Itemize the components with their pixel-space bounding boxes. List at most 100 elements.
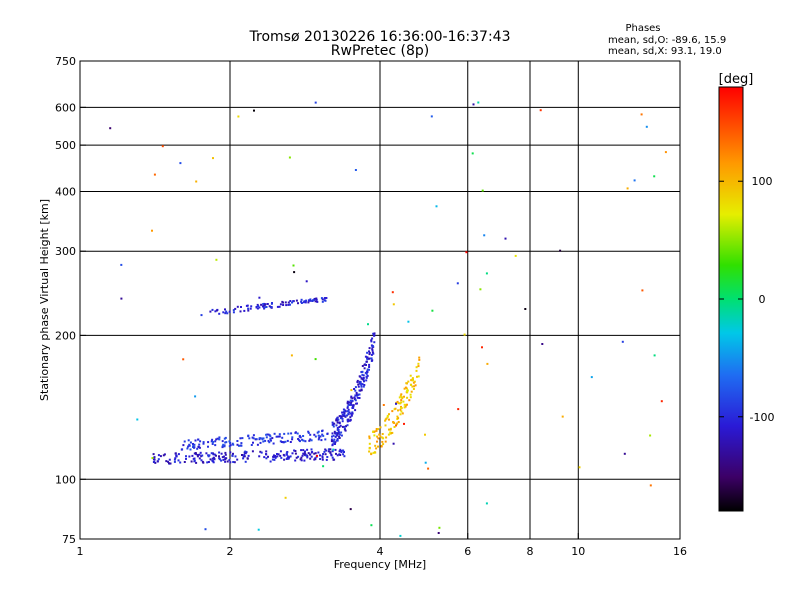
data-point (399, 534, 402, 537)
data-point (399, 408, 402, 411)
data-point (379, 435, 382, 438)
data-point (275, 435, 278, 438)
data-point (371, 348, 374, 351)
data-point (289, 300, 292, 302)
data-point (320, 297, 323, 300)
data-point (354, 389, 357, 392)
data-point (302, 435, 305, 437)
data-point (196, 455, 199, 458)
data-point (649, 484, 652, 487)
data-point (315, 297, 318, 300)
data-point (247, 307, 250, 310)
data-point (302, 301, 305, 304)
x-tick-label: 6 (464, 545, 471, 558)
data-point (321, 456, 324, 459)
data-point (322, 453, 325, 455)
data-point (153, 456, 156, 459)
data-point (224, 312, 227, 315)
data-point (331, 432, 334, 435)
data-point (372, 451, 375, 454)
data-point (355, 394, 358, 397)
data-point (641, 289, 644, 292)
data-point (465, 251, 468, 254)
data-point (363, 384, 366, 386)
data-point (279, 303, 282, 306)
data-point (151, 229, 153, 232)
data-point (183, 461, 186, 463)
data-point (302, 439, 305, 442)
data-point (265, 436, 268, 439)
data-point (397, 409, 399, 412)
data-point (361, 378, 364, 381)
data-point (210, 440, 213, 443)
data-point (364, 371, 367, 374)
data-point (120, 297, 123, 300)
data-point (215, 438, 218, 441)
data-point (280, 441, 283, 443)
data-point (262, 305, 265, 307)
data-point (357, 385, 360, 388)
data-point (333, 438, 336, 441)
data-point (413, 385, 416, 388)
data-point (309, 433, 312, 436)
data-point (306, 456, 309, 459)
data-point (339, 448, 342, 451)
data-point (256, 307, 259, 310)
data-point (263, 456, 266, 459)
data-point (317, 434, 320, 437)
data-point (207, 441, 210, 444)
data-point (486, 362, 489, 365)
data-point (196, 447, 199, 450)
data-point (200, 314, 203, 317)
data-point (276, 305, 279, 308)
data-point (218, 451, 221, 454)
data-point (341, 411, 344, 414)
data-point (368, 350, 370, 353)
y-tick-label: 600 (55, 101, 76, 114)
data-point (321, 300, 324, 303)
data-point (282, 441, 284, 444)
data-point (362, 385, 365, 388)
data-point (539, 109, 542, 112)
data-point (314, 300, 317, 303)
data-point (212, 157, 214, 160)
data-point (343, 428, 346, 431)
data-point (191, 454, 194, 457)
data-point (295, 299, 298, 302)
data-point (251, 450, 254, 453)
data-point (660, 400, 663, 403)
data-point (387, 433, 390, 436)
data-point (366, 368, 369, 371)
data-point (218, 436, 221, 439)
colorbar-label: [deg] (719, 72, 754, 87)
data-point (223, 455, 225, 458)
data-point (300, 449, 303, 452)
data-point (372, 332, 375, 335)
data-point (276, 453, 278, 455)
data-point (293, 271, 296, 274)
data-point (193, 459, 196, 462)
data-point (303, 451, 306, 454)
data-point (224, 453, 227, 456)
data-point (331, 435, 333, 438)
data-point (244, 452, 247, 455)
data-point (298, 439, 301, 442)
data-point (187, 445, 190, 448)
data-point (424, 461, 427, 464)
data-point (370, 339, 373, 342)
data-point (265, 450, 268, 453)
data-point (396, 422, 399, 425)
data-point (232, 309, 235, 312)
data-point (283, 458, 286, 461)
data-point (267, 433, 270, 436)
data-point (368, 347, 371, 350)
data-point (236, 458, 239, 461)
data-point (330, 440, 333, 443)
data-point (151, 457, 154, 459)
data-point (303, 459, 306, 462)
data-point (310, 451, 313, 454)
plot-area: 1 2 4 6 8 10 16 75 100 200 300 400 500 600 750 (55, 55, 687, 558)
data-point (327, 450, 330, 453)
data-point (409, 396, 412, 399)
data-point (338, 426, 341, 428)
